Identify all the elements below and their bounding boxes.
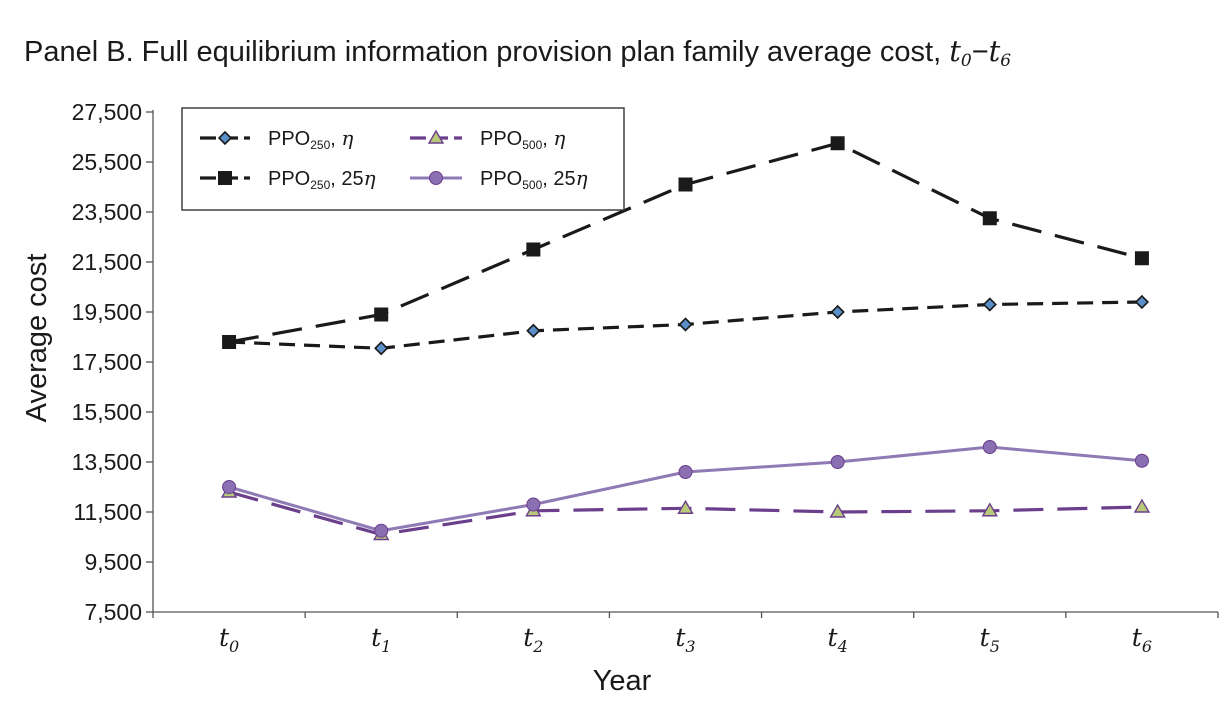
legend-marker [429,171,443,185]
series-3 [222,440,1149,538]
x-tick-label: t0 [219,623,239,656]
chart-title: Panel B. Full equilibrium information pr… [24,34,1012,71]
data-point [678,177,693,192]
data-point [1133,498,1151,513]
data-point [222,335,237,349]
x-tick-label: t2 [523,623,543,656]
x-axis-title: Year [593,665,652,697]
y-axis-ticks: 7,500 9,500 11,500 13,500 15,500 17,500 19,500… [72,99,153,625]
data-point [982,440,997,454]
y-tick-label: 13,500 [72,449,142,475]
legend-box [181,107,625,211]
data-point [982,297,997,312]
x-axis-ticks: t0 t1 t2 t3 t4 t5 t6 [152,612,1219,656]
legend: PPO250, η PPO250, 25η PPO500, η PPO500, 25η [181,107,625,211]
series-1 [222,136,1149,349]
legend-label: PPO500, η [480,126,565,152]
data-point [374,341,389,356]
y-tick-label: 17,500 [72,349,142,375]
data-point [1134,294,1150,310]
legend-label: PPO500, 25η [480,166,588,192]
y-tick-label: 9,500 [84,549,142,575]
data-point [982,211,997,226]
data-point [526,242,541,257]
series-0 [221,294,1150,356]
chart-axes [152,110,1218,613]
data-point [1134,251,1149,266]
y-tick-label: 15,500 [72,399,142,425]
x-tick-label: t4 [828,623,848,656]
data-point [526,323,541,338]
data-point [830,455,845,469]
x-tick-label: t1 [371,623,391,656]
y-tick-label: 19,500 [72,299,142,325]
legend-entry: PPO500, η [410,126,565,152]
series-2 [220,483,1151,541]
data-point [677,499,694,514]
legend-label: PPO250, η [268,126,353,152]
x-tick-label: t3 [675,623,695,656]
legend-entry: PPO250, 25η [200,166,376,192]
data-point [222,480,237,494]
legend-label: PPO250, 25η [268,166,376,192]
y-tick-label: 27,500 [72,99,142,125]
legend-marker [427,129,445,144]
data-point [678,465,693,479]
x-tick-label: t6 [1132,623,1152,656]
y-tick-label: 11,500 [73,499,142,525]
x-tick-label: t5 [980,623,1000,656]
data-point [678,317,693,332]
data-point [526,497,541,512]
legend-marker [218,171,232,185]
legend-entry: PPO250, η [200,126,353,152]
data-point [1134,453,1149,468]
data-point [374,523,389,538]
legend-entry: PPO500, 25η [410,166,588,192]
y-tick-label: 7,500 [84,599,142,625]
y-axis-title: Average cost [21,254,53,423]
data-point [829,503,846,518]
data-point [830,304,845,320]
legend-marker [217,130,233,146]
series-layer [220,136,1151,541]
series-line [228,445,1143,533]
data-point [830,136,845,151]
y-tick-label: 23,500 [72,199,142,225]
y-tick-label: 21,500 [72,249,142,275]
y-tick-label: 25,500 [72,149,142,175]
data-point [374,307,389,322]
data-point [981,502,999,517]
